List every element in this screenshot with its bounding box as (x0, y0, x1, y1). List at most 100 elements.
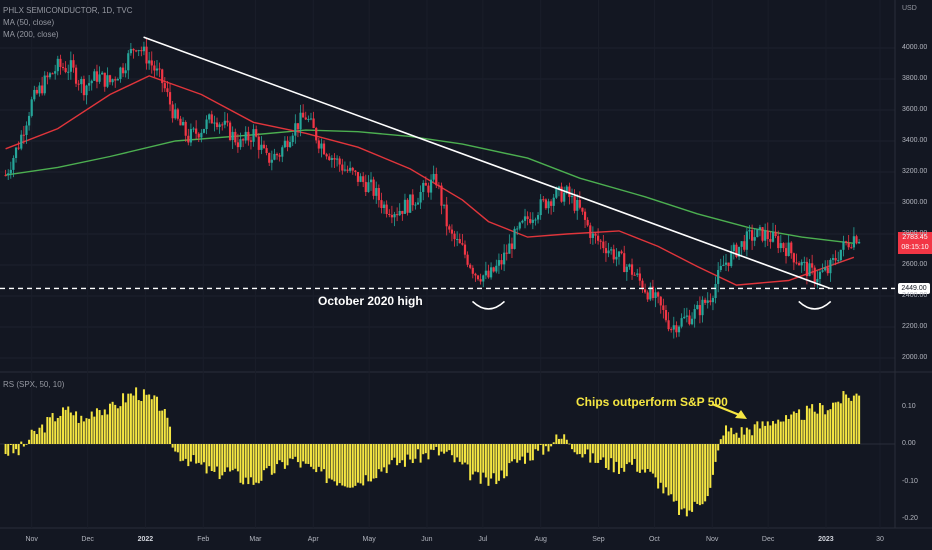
rs-bar (244, 444, 247, 478)
legend-rs[interactable]: RS (SPX, 50, 10) (3, 380, 65, 389)
rs-bar (714, 444, 717, 462)
candle-body (396, 214, 399, 216)
candle-body (560, 186, 563, 202)
rs-bar (375, 444, 378, 479)
time-tick-label: Mar (249, 536, 262, 543)
rs-bar (448, 444, 451, 451)
rs-bar (43, 432, 46, 444)
candle-body (792, 253, 795, 263)
rs-bar (77, 422, 80, 444)
rs-bar (777, 419, 780, 444)
candle-body (753, 237, 756, 241)
rs-bar (631, 444, 634, 465)
legend-ma50[interactable]: MA (50, close) (3, 18, 55, 27)
ma200-line (5, 129, 854, 244)
price-tick-label: 3000.00 (902, 199, 928, 206)
rs-bar (234, 444, 237, 469)
candle-body (161, 69, 164, 84)
candle-body (359, 176, 362, 182)
rs-bar (709, 444, 712, 488)
rs-bar (719, 439, 722, 444)
rs-bar (790, 414, 793, 444)
rs-bar (388, 444, 391, 465)
rs-bar (174, 444, 177, 452)
candle-body (200, 132, 203, 138)
legend-ma200[interactable]: MA (200, close) (3, 30, 59, 39)
candle-body (597, 235, 600, 241)
rs-bar (406, 444, 409, 455)
time-tick-label: Oct (648, 536, 660, 543)
rs-bar (15, 444, 18, 450)
candle-body (852, 236, 855, 248)
rs-bar (33, 430, 36, 444)
rs-bar (252, 444, 255, 485)
candle-body (808, 263, 811, 277)
candle-body (531, 219, 534, 223)
candle-body (675, 325, 678, 333)
rs-bar (432, 444, 435, 451)
rs-bar (537, 444, 540, 451)
rs-bar (137, 400, 140, 444)
rs-bar (552, 442, 555, 444)
rs-bar (75, 411, 78, 444)
rs-bar (158, 410, 161, 444)
rs-bar (534, 444, 537, 450)
rs-bar (132, 395, 135, 444)
candle-body (205, 119, 208, 130)
rs-bar (129, 393, 132, 444)
rs-bar (586, 444, 589, 450)
rs-bar (798, 409, 801, 444)
candle-body (805, 261, 809, 277)
rs-bar (761, 421, 764, 444)
candle-body (260, 144, 263, 150)
rs-bar (427, 444, 430, 460)
candle-body (111, 79, 114, 83)
candle-body (189, 129, 193, 143)
candle-body (268, 152, 271, 163)
candle-body (594, 233, 597, 236)
candle-body (766, 230, 769, 240)
legend-symbol[interactable]: PHLX SEMICONDUCTOR, 1D, TVC (3, 6, 133, 15)
rs-bar (717, 444, 720, 451)
rs-bar (333, 444, 336, 482)
candle-body (356, 171, 360, 182)
candle-body (252, 129, 255, 142)
rs-bar (745, 427, 748, 444)
time-tick-label: Dec (81, 536, 94, 543)
rs-bar (756, 421, 759, 444)
candle-body (842, 241, 845, 250)
candle-body (740, 241, 743, 247)
candle-body (385, 204, 388, 214)
rs-bar (51, 413, 54, 444)
rs-bar (336, 444, 339, 486)
candle-body (322, 143, 326, 155)
rs-bar (753, 424, 756, 444)
candle-body (283, 140, 286, 148)
rs-bar (591, 444, 594, 454)
candle-body (338, 158, 341, 165)
rs-bar (289, 444, 292, 459)
rs-bar (273, 444, 276, 474)
rs-bar (216, 444, 219, 467)
rs-bar (119, 406, 122, 444)
rs-bar (839, 403, 842, 444)
rs-bar (787, 418, 790, 444)
candle-body (568, 186, 571, 197)
candle-body (469, 264, 472, 268)
candle-body (790, 242, 793, 254)
rs-bar (343, 444, 346, 487)
rs-bar (351, 444, 354, 488)
candle-body (375, 188, 378, 196)
candle-body (453, 233, 456, 240)
rs-bar (526, 444, 529, 453)
candle-body (317, 140, 320, 149)
candle-body (816, 278, 819, 282)
candle-body (171, 104, 174, 119)
last-price-tag: 2783.45 08:15:10 (898, 232, 932, 254)
candle-body (367, 182, 370, 193)
candle-body (516, 228, 519, 230)
candle-body (617, 251, 621, 257)
candle-body (576, 200, 579, 211)
candle-body (236, 142, 239, 148)
rs-bar (651, 444, 654, 474)
